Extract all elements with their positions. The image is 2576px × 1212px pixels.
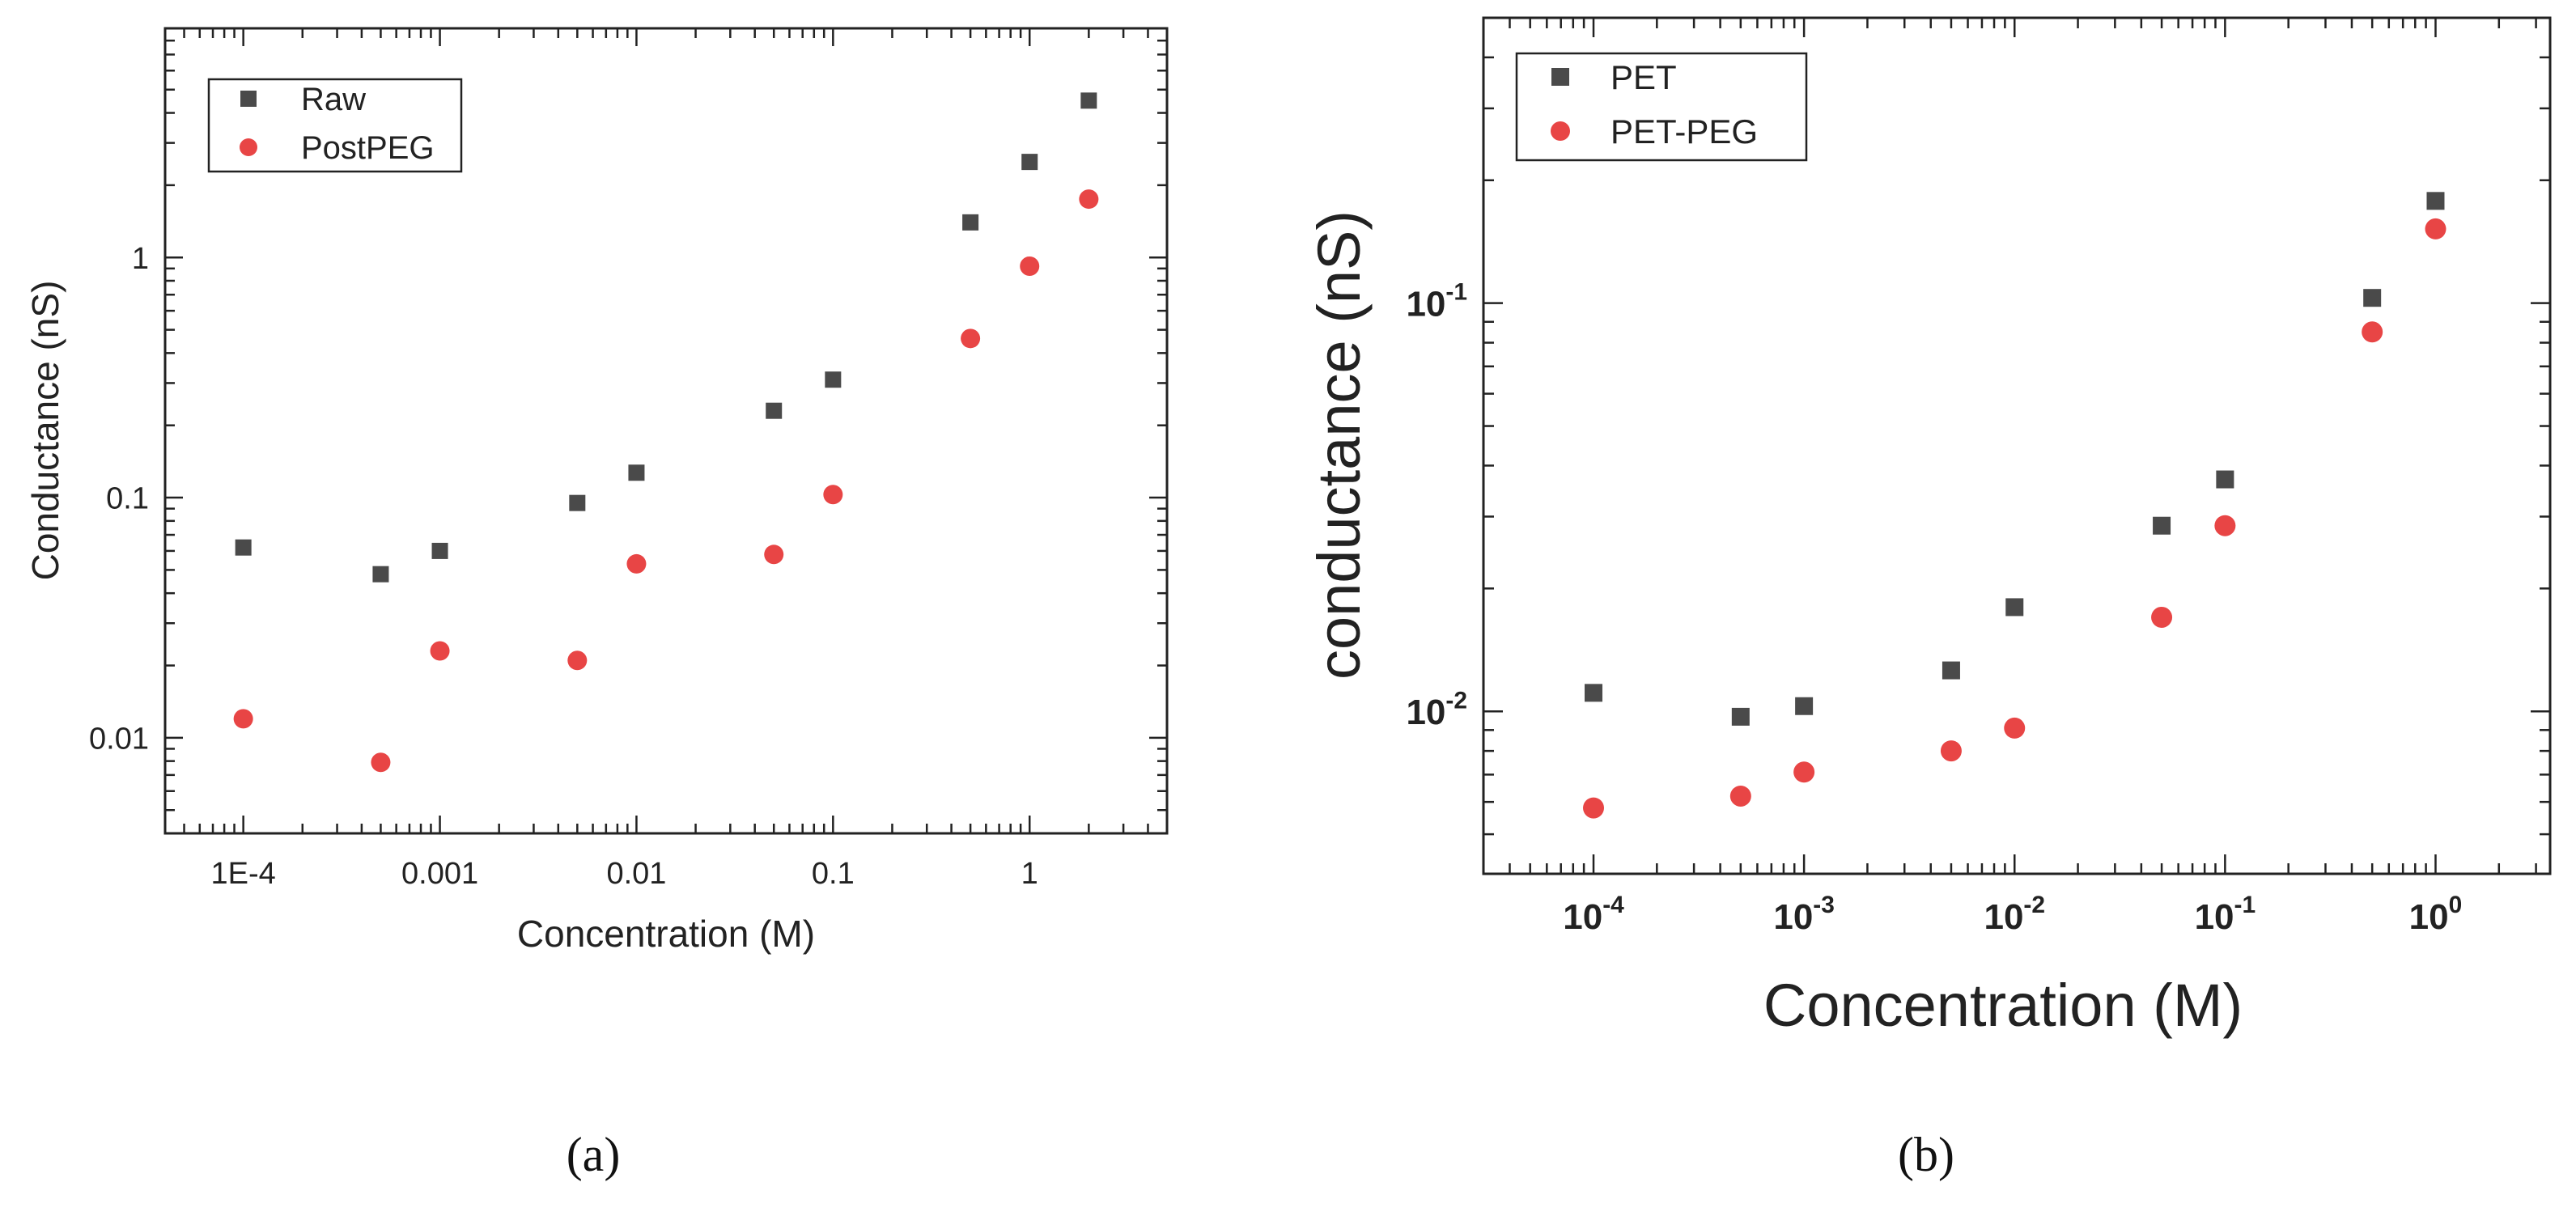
data-point-b-pet-2 <box>1795 697 1814 715</box>
data-point-b-pet-peg-3 <box>1940 740 1962 762</box>
legend-label-postpeg: PostPEG <box>301 130 435 166</box>
data-point-a-raw-6 <box>825 371 842 388</box>
points-a <box>233 92 1099 773</box>
data-point-b-pet-peg-2 <box>1793 761 1815 783</box>
legend-marker-pet-peg <box>1551 121 1570 141</box>
data-point-a-raw-7 <box>962 214 979 231</box>
x-tick-label: 0.001 <box>401 857 478 891</box>
data-point-b-pet-4 <box>2005 598 2024 617</box>
data-point-b-pet-1 <box>1731 707 1750 726</box>
points-b <box>1583 192 2447 819</box>
data-point-a-raw-1 <box>372 566 389 583</box>
legend-label-pet: PET <box>1611 58 1677 96</box>
y-axis-label-a: Conductance (nS) <box>24 281 66 581</box>
legend-label-pet-peg: PET-PEG <box>1611 112 1758 150</box>
x-tick-label: 100 <box>2409 892 2463 937</box>
y-axis-label-b: conductance (nS) <box>1305 210 1373 680</box>
legend-a: Raw PostPEG <box>207 78 463 173</box>
data-point-a-raw-3 <box>569 494 586 511</box>
x-tick-label: 10-2 <box>1984 892 2045 937</box>
data-point-b-pet-6 <box>2216 470 2234 489</box>
data-point-b-pet-peg-1 <box>1729 785 1751 807</box>
data-point-a-raw-4 <box>628 464 645 481</box>
data-point-a-raw-9 <box>1080 92 1097 109</box>
caption-a: (a) <box>567 1128 621 1181</box>
y-tick-label: 1 <box>132 242 149 276</box>
data-point-b-pet-peg-0 <box>1583 797 1605 819</box>
data-point-a-postpeg-8 <box>1020 256 1040 276</box>
legend-marker-raw <box>240 91 257 107</box>
plot-frame-a <box>163 27 1169 835</box>
plot-frame-b <box>1482 16 2552 875</box>
chart-panel-b: 10-4 10-3 10-2 10-1 100 10-2 10-1 Concentratio… <box>1305 16 2552 1039</box>
data-point-b-pet-3 <box>1942 661 1960 680</box>
data-point-b-pet-peg-7 <box>2362 321 2383 343</box>
x-tick-label: 10-1 <box>2195 892 2256 937</box>
caption-b: (b) <box>1898 1128 1954 1181</box>
legend-marker-pet <box>1551 68 1569 86</box>
y-tick-label: 0.1 <box>106 482 149 516</box>
data-point-b-pet-peg-4 <box>2004 717 2026 739</box>
chart-panel-a: 1E-4 0.001 0.01 0.1 1 0.01 0.1 1 Concentration … <box>24 27 1169 955</box>
x-tick-label: 1 <box>1021 857 1038 891</box>
legend-label-raw: Raw <box>301 82 366 117</box>
x-axis-label-a: Concentration (M) <box>517 913 815 955</box>
legend-box-a <box>207 78 463 173</box>
data-point-b-pet-5 <box>2153 516 2171 535</box>
data-point-a-postpeg-7 <box>961 328 981 349</box>
data-point-a-postpeg-9 <box>1079 189 1099 210</box>
legend-b: PET PET-PEG <box>1515 52 1808 162</box>
ticks-a: 1E-4 0.001 0.01 0.1 1 0.01 0.1 1 <box>89 27 1169 891</box>
data-point-b-pet-peg-6 <box>2214 515 2236 536</box>
x-tick-label: 0.1 <box>812 857 855 891</box>
data-point-a-postpeg-5 <box>764 545 784 565</box>
y-tick-label: 10-1 <box>1406 279 1467 324</box>
data-point-b-pet-7 <box>2363 289 2382 307</box>
data-point-a-postpeg-1 <box>371 752 391 773</box>
data-point-b-pet-peg-8 <box>2425 218 2447 239</box>
y-tick-label: 10-2 <box>1406 687 1467 732</box>
data-point-a-raw-8 <box>1021 154 1038 171</box>
data-point-a-postpeg-0 <box>233 709 253 729</box>
legend-marker-postpeg <box>240 138 257 156</box>
x-tick-label: 10-3 <box>1773 892 1835 937</box>
data-point-b-pet-0 <box>1585 684 1603 702</box>
data-point-b-pet-peg-5 <box>2151 606 2173 628</box>
ticks-b: 10-4 10-3 10-2 10-1 100 10-2 10-1 <box>1406 16 2550 937</box>
y-tick-label: 0.01 <box>89 723 149 756</box>
data-point-a-raw-0 <box>235 539 252 556</box>
data-point-a-raw-2 <box>431 542 448 559</box>
data-point-a-raw-5 <box>766 402 783 419</box>
data-point-a-postpeg-3 <box>567 650 588 671</box>
x-axis-label-b: Concentration (M) <box>1763 972 2243 1039</box>
data-point-a-postpeg-6 <box>823 485 843 505</box>
data-point-a-postpeg-4 <box>626 553 647 574</box>
data-point-b-pet-8 <box>2426 192 2445 210</box>
x-tick-label: 10-4 <box>1563 892 1624 937</box>
x-tick-label: 1E-4 <box>211 857 276 891</box>
data-point-a-postpeg-2 <box>430 641 450 661</box>
x-tick-label: 0.01 <box>606 857 666 891</box>
